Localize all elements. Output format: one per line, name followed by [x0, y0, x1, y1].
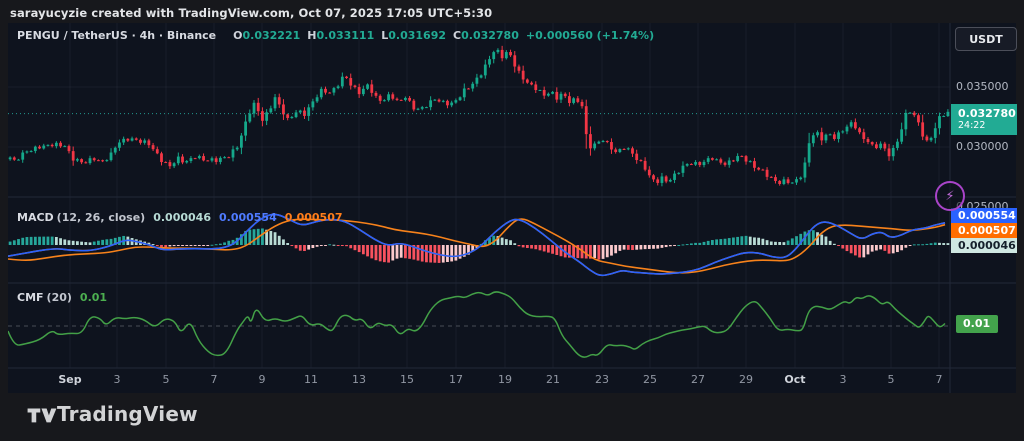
cmf-indicator-title[interactable]: CMF(20) 0.01	[17, 291, 107, 304]
ohlc-value: 0.032221	[243, 29, 301, 42]
last-price-badge: 0.03278024:22	[951, 104, 1017, 135]
time-axis-label: 3	[840, 373, 847, 386]
screenshot-root: { "attribution": "sarayucyzie created wi…	[0, 0, 1024, 441]
time-axis-label: 3	[114, 373, 121, 386]
macd-axis-badge: 0.000507	[951, 223, 1017, 238]
ohlc-value: 0.031692	[388, 29, 446, 42]
price-scale-label: 0.030000	[956, 140, 1009, 153]
flash-boost-icon[interactable]: ⚡	[935, 181, 965, 211]
macd-status-value: 0.000554	[219, 211, 277, 224]
time-axis-label: 15	[400, 373, 414, 386]
time-axis-label: 25	[643, 373, 657, 386]
symbol-title[interactable]: PENGU / TetherUS · 4h · Binance	[17, 29, 216, 42]
macd-axis-badge: 0.000046	[951, 238, 1017, 253]
time-axis-label: 19	[498, 373, 512, 386]
macd-status-value: 0.000507	[285, 211, 343, 224]
time-axis-label: Oct	[784, 373, 805, 386]
cmf-params-label: (20)	[47, 291, 72, 304]
chart-canvas[interactable]	[8, 23, 1016, 393]
time-axis-label: 13	[352, 373, 366, 386]
chart-container: PENGU / TetherUS · 4h · Binance O0.032221…	[8, 23, 1016, 393]
time-axis-label: 5	[163, 373, 170, 386]
time-axis-label: 21	[546, 373, 560, 386]
attribution-text: sarayucyzie created with TradingView.com…	[10, 6, 492, 20]
macd-title-label: MACD	[17, 211, 54, 224]
time-axis-label: 29	[739, 373, 753, 386]
cmf-title-label: CMF	[17, 291, 44, 304]
macd-status-value: 0.000046	[153, 211, 211, 224]
bar-countdown: 24:22	[958, 120, 1017, 131]
change-value: +0.000560 (+1.74%)	[526, 29, 654, 42]
ohlc-value: 0.032780	[461, 29, 519, 42]
macd-axis-badge: 0.000554	[951, 208, 1017, 223]
ohlc-label: C	[453, 29, 461, 42]
last-price-value: 0.032780	[958, 107, 1017, 120]
time-axis-label: 7	[211, 373, 218, 386]
cmf-axis-badge-value: 0.01	[963, 317, 998, 330]
macd-axis-badge-value: 0.000507	[958, 224, 1017, 237]
cmf-value: 0.01	[80, 291, 107, 304]
time-axis-label: 5	[888, 373, 895, 386]
currency-toggle-button[interactable]: USDT	[955, 27, 1017, 51]
time-axis-label: 23	[595, 373, 609, 386]
macd-axis-badge-value: 0.000554	[958, 209, 1017, 222]
tradingview-logo-icon[interactable]	[27, 401, 57, 431]
macd-axis-badge-value: 0.000046	[958, 239, 1017, 252]
ohlc-label: O	[233, 29, 242, 42]
macd-params-label: (12, 26, close)	[57, 211, 146, 224]
time-axis-label: 7	[936, 373, 943, 386]
symbol-header[interactable]: PENGU / TetherUS · 4h · Binance O0.032221…	[17, 29, 654, 42]
time-axis-label: 17	[449, 373, 463, 386]
macd-indicator-title[interactable]: MACD(12, 26, close)0.0000460.0005540.000…	[17, 211, 343, 224]
cmf-axis-badge: 0.01	[956, 315, 998, 333]
time-axis-label: Sep	[58, 373, 81, 386]
footer-bar: TradingView	[0, 393, 1024, 441]
macd-values: 0.000046 0.000554 0.000507	[145, 211, 342, 224]
ohlc-values: O0.032221H0.033111L0.031692C0.032780	[226, 29, 519, 42]
time-axis-label: 27	[691, 373, 705, 386]
time-axis-label: 9	[259, 373, 266, 386]
price-scale-label: 0.035000	[956, 80, 1009, 93]
time-axis-label: 11	[304, 373, 318, 386]
tradingview-logo-text[interactable]: TradingView	[57, 402, 198, 426]
ohlc-value: 0.033111	[316, 29, 374, 42]
